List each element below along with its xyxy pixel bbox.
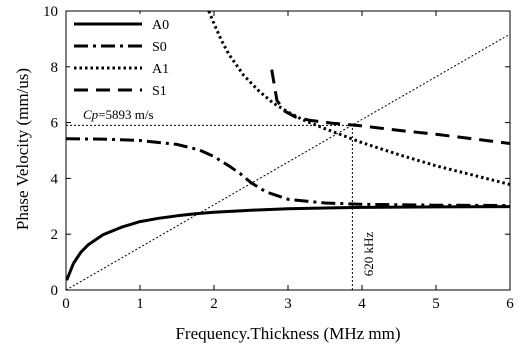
y-tick-label: 8: [51, 60, 59, 76]
series-s0-line: [66, 137, 510, 207]
x-tick-label: 4: [358, 296, 366, 312]
y-axis-label: Phase Velocity (mm/us): [13, 68, 32, 230]
x-tick-label: 2: [210, 296, 218, 312]
series-s1-line: [270, 69, 510, 145]
y-tick-label: 2: [51, 227, 59, 243]
x-tick-label: 1: [136, 296, 144, 312]
x-tick-label: 0: [62, 296, 70, 312]
cp-value: =5893 m/s: [98, 107, 153, 122]
legend: A0 S0 A1 S1: [70, 14, 188, 104]
y-tick-label: 10: [43, 4, 58, 20]
x-tick-label: 6: [506, 296, 514, 312]
cp-symbol: Cp: [83, 107, 99, 122]
cp-annotation: Cp=5893 m/s: [83, 107, 154, 122]
y-tick-label: 6: [51, 116, 59, 132]
series-a1-line: [207, 11, 510, 186]
dispersion-curves: [66, 11, 510, 281]
x-tick-label: 5: [432, 296, 440, 312]
freq-annotation: 620 kHz: [361, 232, 376, 277]
legend-label-s0: S0: [152, 40, 167, 55]
reference-lines: [65, 33, 511, 291]
diagonal-reference-line: [65, 33, 511, 291]
legend-label-s1: S1: [152, 84, 167, 99]
y-tick-label: 0: [51, 283, 59, 299]
x-tick-label: 3: [284, 296, 292, 312]
series-a0-line: [66, 205, 510, 281]
axes: 0 1 2 3 4 5 6 0 2 4 6 8 10: [43, 4, 514, 312]
y-tick-label: 4: [51, 171, 59, 187]
legend-label-a0: A0: [152, 18, 169, 33]
x-axis-label: Frequency.Thickness (MHz mm): [175, 324, 400, 343]
legend-label-a1: A1: [152, 62, 169, 77]
